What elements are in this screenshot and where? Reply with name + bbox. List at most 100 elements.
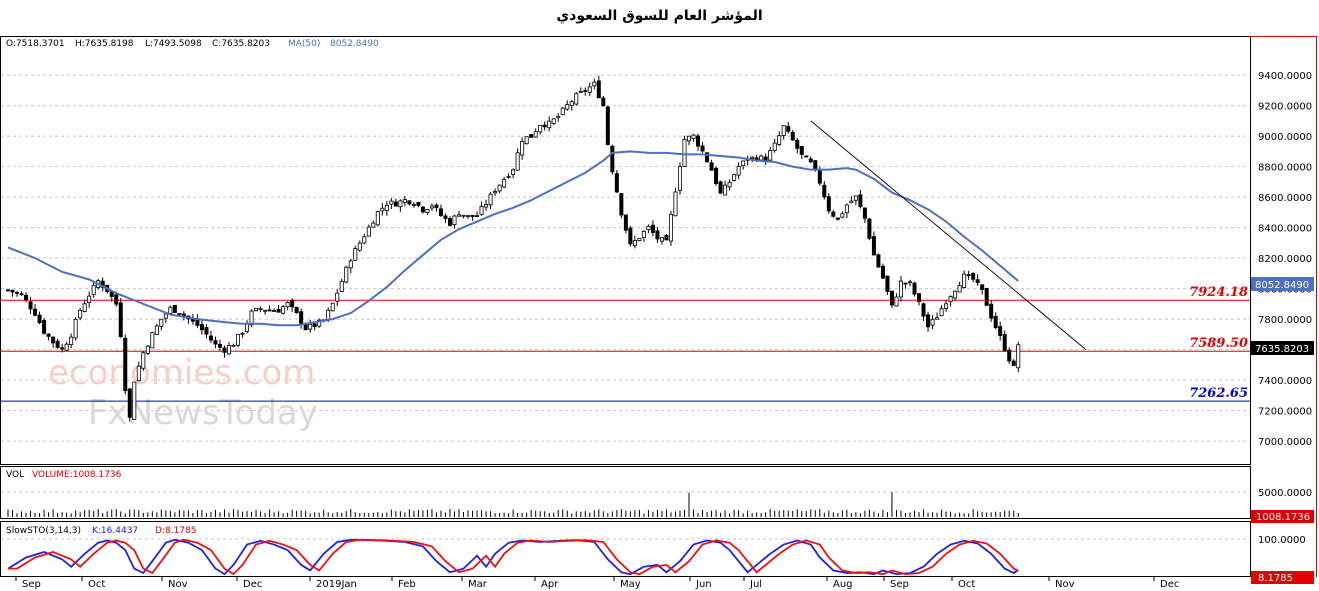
candle-body bbox=[844, 204, 849, 214]
candle-body bbox=[772, 142, 777, 151]
ohlc-low: L:7493.5098 bbox=[145, 39, 202, 49]
candle-body bbox=[398, 200, 403, 208]
candle-body bbox=[141, 352, 146, 369]
candle-body bbox=[497, 184, 502, 192]
candle-body bbox=[452, 215, 457, 225]
candle-body bbox=[953, 290, 958, 299]
candle-body bbox=[529, 134, 534, 138]
candle-body bbox=[659, 237, 664, 242]
month-label: 2019Jan bbox=[316, 579, 357, 590]
candle-body bbox=[24, 294, 29, 301]
candle-body bbox=[939, 308, 944, 317]
chart-title: المؤشر العام للسوق السعودي bbox=[556, 8, 763, 24]
candle-body bbox=[425, 209, 430, 214]
candle-body bbox=[691, 134, 696, 139]
candle-body bbox=[781, 125, 786, 136]
candle-body bbox=[276, 309, 281, 313]
candle-body bbox=[15, 292, 20, 294]
y-tick-label: 8400.0000 bbox=[1258, 224, 1312, 235]
y-tick-label: 8200.0000 bbox=[1258, 254, 1312, 265]
candle-body bbox=[921, 303, 926, 317]
candle-body bbox=[759, 155, 764, 161]
y-tick-label: 9200.0000 bbox=[1258, 102, 1312, 113]
candle-body bbox=[37, 314, 42, 324]
candle-body bbox=[470, 214, 475, 217]
candle-body bbox=[750, 156, 755, 159]
month-label: Jul bbox=[749, 579, 762, 590]
candle-body bbox=[285, 302, 290, 308]
ohlc-open: O:7518.3701 bbox=[6, 39, 65, 49]
month-label: Jun bbox=[695, 579, 712, 590]
y-tick-label: 7200.0000 bbox=[1258, 407, 1312, 418]
stoch-last-tag bbox=[1251, 571, 1314, 584]
candle-body bbox=[605, 106, 610, 146]
candles bbox=[6, 75, 1021, 422]
candle-body bbox=[709, 162, 714, 171]
candle-body bbox=[163, 313, 168, 319]
candle-body bbox=[646, 225, 651, 231]
candle-body bbox=[335, 292, 340, 302]
candle-body bbox=[199, 324, 204, 331]
candle-body bbox=[853, 195, 858, 201]
candle-body bbox=[402, 199, 407, 203]
candle-body bbox=[538, 125, 543, 133]
trendline bbox=[810, 120, 1087, 350]
candle-body bbox=[326, 309, 331, 320]
candle-body bbox=[429, 205, 434, 209]
candle-body bbox=[849, 200, 854, 204]
candle-body bbox=[1011, 360, 1016, 366]
candle-body bbox=[362, 236, 367, 244]
candle-body bbox=[993, 315, 998, 329]
y-tick-label: 8600.0000 bbox=[1258, 193, 1312, 204]
candle-body bbox=[898, 280, 903, 298]
candle-body bbox=[389, 200, 394, 205]
candle-body bbox=[69, 336, 74, 346]
candle-body bbox=[650, 224, 655, 233]
candle-body bbox=[998, 326, 1003, 336]
level-lines: 7924.18 7589.50 7262.65 bbox=[1, 285, 1250, 402]
candle-body bbox=[903, 282, 908, 285]
candle-body bbox=[885, 275, 890, 292]
volume-bars bbox=[7, 492, 1019, 517]
ohlc-close: C:7635.8203 bbox=[212, 39, 270, 49]
month-label: Dec bbox=[1160, 579, 1179, 590]
level-label: 7924.18 bbox=[1189, 285, 1248, 300]
candle-body bbox=[862, 207, 867, 219]
volume-last-value: 1008.1736 bbox=[1256, 512, 1310, 523]
candle-body bbox=[416, 201, 421, 206]
candle-body bbox=[479, 206, 484, 215]
candle-body bbox=[975, 279, 980, 283]
candle-body bbox=[1016, 344, 1021, 369]
candle-body bbox=[82, 303, 87, 312]
ma-line-group bbox=[7, 150, 1019, 327]
candle-body bbox=[673, 191, 678, 217]
candle-body bbox=[524, 136, 529, 145]
candle-body bbox=[547, 120, 552, 129]
candle-body bbox=[127, 388, 132, 418]
stoch-d-line bbox=[8, 538, 1019, 576]
candle-body bbox=[569, 101, 574, 107]
candle-body bbox=[777, 135, 782, 145]
candle-body bbox=[912, 282, 917, 295]
y-tick-label: 7800.0000 bbox=[1258, 315, 1312, 326]
watermark-line2: FxNewsToday bbox=[88, 393, 318, 433]
candle-body bbox=[263, 309, 268, 312]
candle-body bbox=[574, 93, 579, 105]
candle-body bbox=[258, 308, 263, 310]
candle-body bbox=[236, 334, 241, 346]
candle-body bbox=[619, 193, 624, 216]
candle-body bbox=[511, 169, 516, 175]
stoch-axis-tick: 100.0000 bbox=[1258, 535, 1306, 546]
candle-body bbox=[632, 240, 637, 246]
candle-body bbox=[353, 248, 358, 261]
candle-body bbox=[456, 214, 461, 217]
candle-body bbox=[493, 191, 498, 194]
candle-body bbox=[344, 266, 349, 283]
trendline-group bbox=[810, 120, 1087, 350]
candle-body bbox=[380, 207, 385, 212]
candle-body bbox=[420, 206, 425, 213]
candle-body bbox=[145, 345, 150, 354]
candle-body bbox=[736, 166, 741, 176]
candle-body bbox=[484, 204, 489, 208]
volume-axis-tick: 5000.0000 bbox=[1258, 488, 1312, 499]
